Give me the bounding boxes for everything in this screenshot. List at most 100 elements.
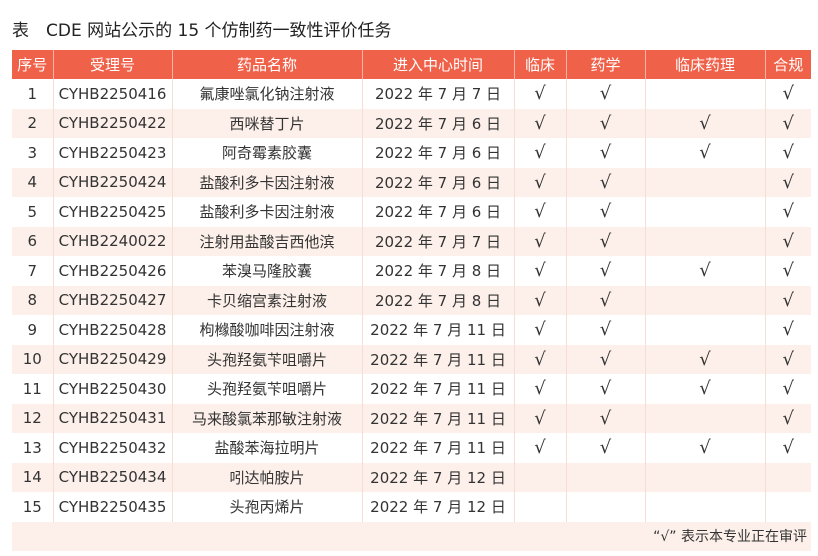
cell-drug-name: 吲达帕胺片	[171, 462, 362, 492]
header-drug-name: 药品名称	[171, 50, 362, 79]
table-row: 13 CYHB2250432 盐酸苯海拉明片 2022 年 7 月 11 日 √ √ √ √	[12, 433, 811, 463]
check-mark-icon: √	[764, 197, 811, 227]
check-mark-icon: √	[513, 167, 566, 197]
cell-seq: 15	[22, 497, 42, 516]
check-mark-icon: √	[565, 285, 645, 315]
evaluation-table: 序号 受理号 药品名称 进入中心时间 临床 药学 临床药理 合规 1 CYHB2250416 氟康…	[12, 50, 811, 551]
cell-drug-name: 苯溴马隆胶囊	[171, 256, 362, 286]
table-row: 5 CYHB2250425 盐酸利多卡因注射液 2022 年 7 月 6 日 √ √ √	[12, 197, 811, 227]
header-pharmacy: 药学	[565, 50, 645, 79]
cell-entry-date: 2022 年 7 月 6 日	[361, 197, 514, 227]
check-mark-icon: √	[644, 374, 765, 404]
check-mark-icon: √	[764, 433, 811, 463]
check-mark-icon: √	[764, 226, 811, 256]
cell-entry-date: 2022 年 7 月 7 日	[361, 79, 514, 109]
cell-entry-date: 2022 年 7 月 11 日	[361, 344, 514, 374]
cell-entry-date: 2022 年 7 月 11 日	[361, 374, 514, 404]
cell-accept-no: CYHB2250424	[52, 167, 172, 197]
table-row: 14 CYHB2250434 吲达帕胺片 2022 年 7 月 12 日	[12, 462, 811, 492]
check-mark-icon: √	[565, 79, 645, 109]
cell-entry-date: 2022 年 7 月 11 日	[361, 433, 514, 463]
cell-empty	[764, 462, 811, 492]
cell-drug-name: 头孢丙烯片	[171, 492, 362, 522]
table-row: 3 CYHB2250423 阿奇霉素胶囊 2022 年 7 月 6 日 √ √ √ √	[12, 138, 811, 168]
cell-entry-date: 2022 年 7 月 6 日	[361, 108, 514, 138]
cell-empty	[644, 492, 765, 522]
check-mark-icon: √	[644, 138, 765, 168]
check-mark-icon: √	[565, 403, 645, 433]
check-mark-icon: √	[764, 167, 811, 197]
check-mark-icon: √	[764, 403, 811, 433]
cell-seq: 8	[12, 285, 53, 315]
cell-empty	[644, 167, 765, 197]
cell-seq: 10	[12, 344, 53, 374]
table-row: 11 CYHB2250430 头孢羟氨苄咀嚼片 2022 年 7 月 11 日 √ √ √ √	[12, 374, 811, 404]
check-mark-icon: √	[565, 315, 645, 345]
cell-empty	[644, 79, 765, 109]
cell-seq: 1	[27, 84, 38, 103]
check-mark-icon: √	[764, 79, 811, 109]
cell-accept-no: CYHB2250427	[52, 285, 172, 315]
check-mark-icon: √	[565, 226, 645, 256]
check-mark-icon: √	[565, 344, 645, 374]
check-mark-icon: √	[513, 315, 566, 345]
table-row: 4 CYHB2250424 盐酸利多卡因注射液 2022 年 7 月 6 日 √ √ √	[12, 167, 811, 197]
cell-entry-date: 2022 年 7 月 6 日	[361, 138, 514, 168]
cell-entry-date: 2022 年 7 月 12 日	[361, 462, 514, 492]
header-accept-no: 受理号	[52, 50, 172, 79]
cell-empty	[764, 492, 811, 522]
cell-drug-name: 头孢羟氨苄咀嚼片	[171, 344, 362, 374]
check-mark-icon: √	[513, 374, 566, 404]
cell-drug-name: 注射用盐酸吉西他滨	[171, 226, 362, 256]
check-mark-icon: √	[565, 256, 645, 286]
table-row: 9 CYHB2250428 枸橼酸咖啡因注射液 2022 年 7 月 11 日 √ √ √	[12, 315, 811, 345]
check-mark-icon: √	[513, 433, 566, 463]
cell-empty	[565, 492, 645, 522]
cell-seq: 2	[12, 108, 53, 138]
check-mark-icon: √	[644, 108, 765, 138]
cell-entry-date: 2022 年 7 月 6 日	[361, 167, 514, 197]
cell-accept-no: CYHB2250425	[52, 197, 172, 227]
check-mark-icon: √	[764, 285, 811, 315]
check-mark-icon: √	[513, 256, 566, 286]
cell-empty	[644, 315, 765, 345]
check-mark-icon: √	[644, 344, 765, 374]
cell-seq: 12	[12, 403, 53, 433]
cell-drug-name: 阿奇霉素胶囊	[171, 138, 362, 168]
table-header: 序号 受理号 药品名称 进入中心时间 临床 药学 临床药理 合规	[12, 50, 811, 79]
cell-drug-name: 西咪替丁片	[171, 108, 362, 138]
check-mark-icon: √	[644, 433, 765, 463]
cell-drug-name: 枸橼酸咖啡因注射液	[171, 315, 362, 345]
table-row: 8 CYHB2250427 卡贝缩宫素注射液 2022 年 7 月 8 日 √ √ √	[12, 285, 811, 315]
table-row: 1 CYHB2250416 氟康唑氯化钠注射液 2022 年 7 月 7 日 √ √ √	[12, 79, 811, 109]
cell-drug-name: 卡贝缩宫素注射液	[171, 285, 362, 315]
table-row: 6 CYHB2240022 注射用盐酸吉西他滨 2022 年 7 月 7 日 √ √ √	[12, 226, 811, 256]
cell-accept-no: CYHB2250416	[52, 79, 172, 109]
check-mark-icon: √	[565, 138, 645, 168]
cell-seq: 13	[22, 438, 42, 457]
table-row: 7 CYHB2250426 苯溴马隆胶囊 2022 年 7 月 8 日 √ √ √ √	[12, 256, 811, 286]
header-entry-date: 进入中心时间	[361, 50, 514, 79]
check-mark-icon: √	[565, 108, 645, 138]
cell-empty	[644, 462, 765, 492]
cell-entry-date: 2022 年 7 月 12 日	[361, 492, 514, 522]
check-mark-icon: √	[764, 344, 811, 374]
cell-seq: 5	[27, 202, 38, 221]
cell-drug-name: 盐酸利多卡因注射液	[171, 167, 362, 197]
cell-empty	[644, 197, 765, 227]
cell-empty	[565, 462, 645, 492]
check-mark-icon: √	[565, 197, 645, 227]
check-mark-icon: √	[644, 256, 765, 286]
cell-accept-no: CYHB2250430	[52, 374, 172, 404]
cell-accept-no: CYHB2250428	[52, 315, 172, 345]
cell-seq: 7	[27, 261, 38, 280]
check-mark-icon: √	[764, 315, 811, 345]
cell-entry-date: 2022 年 7 月 11 日	[361, 403, 514, 433]
cell-entry-date: 2022 年 7 月 8 日	[361, 285, 514, 315]
check-mark-icon: √	[764, 374, 811, 404]
check-mark-icon: √	[764, 256, 811, 286]
cell-accept-no: CYHB2250431	[52, 403, 172, 433]
cell-empty	[513, 492, 566, 522]
check-mark-icon: √	[565, 374, 645, 404]
check-mark-icon: √	[764, 108, 811, 138]
